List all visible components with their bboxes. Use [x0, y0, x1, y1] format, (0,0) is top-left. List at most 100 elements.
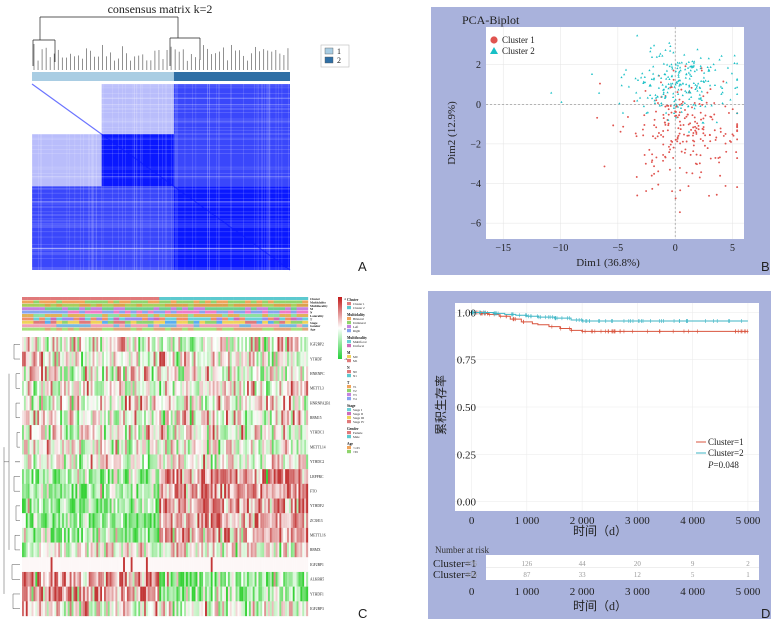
heatmap-cell [269, 351, 272, 367]
heatmap-cell [178, 542, 181, 558]
heatmap-cell [227, 557, 230, 573]
heatmap-cell [258, 351, 261, 367]
heatmap-cell [90, 571, 93, 587]
heatmap-cell [233, 498, 236, 514]
heatmap-cell [262, 410, 265, 426]
heatmap-cell [94, 410, 97, 426]
heatmap-cell [83, 439, 86, 455]
legend-swatch [347, 435, 351, 439]
heatmap-cell [296, 513, 299, 529]
heatmap-cell [306, 542, 309, 558]
annotation-track-cell [153, 314, 160, 317]
heatmap-cell [84, 601, 87, 617]
heatmap-cell [220, 513, 223, 529]
heatmap-cell [203, 454, 206, 470]
annotation-track-cell [250, 303, 257, 307]
heatmap-cell [136, 557, 139, 573]
heatmap-cell [147, 542, 150, 558]
pca-point-cluster2 [688, 89, 691, 92]
heatmap-cell [266, 527, 269, 543]
pca-point-cluster2 [736, 92, 739, 95]
heatmap-cell [86, 381, 89, 396]
heatmap-cell [277, 337, 280, 352]
annotation-track-cell [130, 297, 137, 300]
pca-point-cluster1 [718, 156, 721, 159]
annotation-track-cell [119, 317, 126, 321]
heatmap-cell [231, 483, 234, 499]
heatmap-cell [149, 483, 152, 499]
heatmap-cell [111, 439, 114, 455]
pca-point-cluster2 [636, 34, 639, 37]
heatmap-cell [69, 557, 72, 573]
heatmap-cell [271, 351, 274, 367]
heatmap-cell [212, 469, 215, 484]
heatmap-cell [157, 469, 160, 484]
heatmap-cell [170, 586, 173, 602]
censor-mark [560, 316, 564, 321]
heatmap-cell [214, 366, 217, 382]
heatmap-cell [109, 469, 112, 484]
censor-mark [554, 316, 558, 321]
heatmap-cell [147, 410, 150, 426]
heatmap-cell [279, 439, 282, 455]
heatmap-cell [189, 527, 192, 543]
heatmap-cell [210, 498, 213, 514]
annotation-track-cell [187, 327, 194, 331]
heatmap-cell [287, 483, 290, 499]
pca-point-cluster1 [653, 165, 655, 168]
heatmap-cell [287, 337, 290, 352]
heatmap-cell [145, 498, 148, 514]
heatmap-cell [245, 498, 248, 514]
heatmap-cell [174, 366, 177, 382]
pca-point-cluster2 [653, 99, 656, 102]
heatmap-cell [27, 366, 30, 382]
heatmap-cell [165, 557, 168, 573]
heatmap-cell [71, 454, 74, 470]
heatmap-cell [287, 351, 290, 367]
pca-point-cluster1 [676, 140, 679, 143]
heatmap-cell [210, 410, 213, 426]
heatmap-cell [153, 527, 156, 543]
annotation-track-cell [39, 317, 46, 321]
heatmap-cell [197, 527, 200, 543]
heatmap-cell [126, 366, 129, 382]
heatmap-cell [185, 498, 189, 514]
heatmap-cell [214, 351, 217, 367]
annotation-track-cell [50, 310, 57, 314]
pca-point-cluster1 [645, 190, 648, 192]
pca-point-cluster1 [701, 103, 704, 106]
heatmap-cell [163, 454, 166, 470]
heatmap-cell [79, 527, 82, 543]
heatmap-cell [123, 439, 126, 455]
annotation-track-cell [50, 327, 57, 331]
pca-ylabel: Dim2 (12.9%) [446, 101, 458, 165]
pca-point-cluster2 [662, 88, 666, 91]
heatmap-cell [206, 571, 210, 587]
heatmap-cell [107, 527, 110, 543]
heatmap-cell [25, 454, 28, 470]
heatmap-cell [52, 366, 55, 382]
heatmap-cell [267, 557, 271, 573]
heatmap-cell [269, 601, 272, 617]
heatmap-cell [231, 557, 234, 573]
pca-point-cluster2 [721, 91, 724, 94]
heatmap-cell [243, 410, 246, 426]
heatmap-cell [42, 381, 46, 396]
annotation-track-cell [193, 317, 200, 321]
heatmap-cell [50, 469, 53, 484]
heatmap-cell [246, 557, 250, 573]
heatmap-cell [63, 601, 67, 617]
heatmap-cell [111, 483, 114, 499]
heatmap-cell [60, 557, 63, 573]
heatmap-cell [79, 410, 82, 426]
heatmap-cell [84, 351, 87, 367]
heatmap-cell [252, 542, 255, 558]
heatmap-cell [170, 527, 173, 543]
heatmap-cell [281, 425, 284, 440]
censor-mark [593, 329, 597, 334]
heatmap-cell [288, 586, 291, 602]
consensus-annotation-bar [32, 72, 290, 81]
annotation-track-cell [227, 300, 234, 304]
heatmap-cell [172, 381, 175, 396]
annotation-track-cell [296, 327, 303, 331]
